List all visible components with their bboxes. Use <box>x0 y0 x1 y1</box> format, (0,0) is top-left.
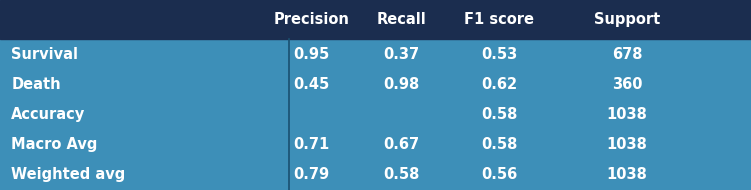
Text: 360: 360 <box>612 77 642 92</box>
Text: 0.53: 0.53 <box>481 47 517 62</box>
Text: 678: 678 <box>612 47 642 62</box>
Text: Support: Support <box>594 12 660 27</box>
Text: 0.71: 0.71 <box>294 137 330 152</box>
Text: 1038: 1038 <box>607 167 647 182</box>
Text: 0.45: 0.45 <box>294 77 330 92</box>
Text: 0.56: 0.56 <box>481 167 517 182</box>
Text: 1038: 1038 <box>607 107 647 122</box>
Text: Precision: Precision <box>273 12 350 27</box>
Text: Accuracy: Accuracy <box>11 107 86 122</box>
Text: 0.95: 0.95 <box>294 47 330 62</box>
Text: Weighted avg: Weighted avg <box>11 167 125 182</box>
Text: 0.58: 0.58 <box>481 137 517 152</box>
Text: 0.67: 0.67 <box>384 137 420 152</box>
Text: 0.37: 0.37 <box>384 47 420 62</box>
Text: 0.79: 0.79 <box>294 167 330 182</box>
Text: Survival: Survival <box>11 47 78 62</box>
Text: Macro Avg: Macro Avg <box>11 137 98 152</box>
Text: 0.98: 0.98 <box>384 77 420 92</box>
Text: Recall: Recall <box>377 12 427 27</box>
Text: 0.62: 0.62 <box>481 77 517 92</box>
Text: 0.58: 0.58 <box>384 167 420 182</box>
Text: 0.58: 0.58 <box>481 107 517 122</box>
Bar <box>0 0 751 39</box>
Text: 1038: 1038 <box>607 137 647 152</box>
Text: F1 score: F1 score <box>464 12 535 27</box>
Text: Death: Death <box>11 77 61 92</box>
